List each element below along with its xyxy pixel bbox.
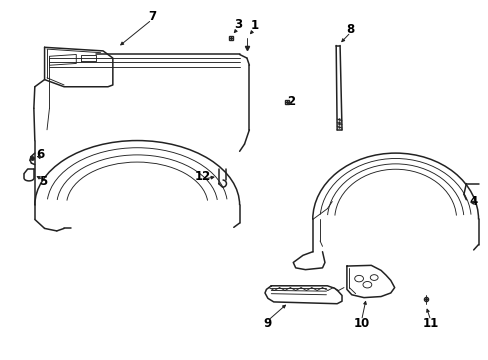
Text: 1: 1	[250, 19, 258, 32]
Text: 2: 2	[286, 95, 294, 108]
Text: 3: 3	[234, 18, 242, 31]
Text: 11: 11	[422, 317, 438, 330]
Text: 4: 4	[468, 195, 477, 208]
Text: 9: 9	[263, 317, 271, 330]
Text: 5: 5	[40, 175, 48, 188]
Text: 10: 10	[353, 317, 369, 330]
Text: 7: 7	[147, 10, 156, 23]
Text: 6: 6	[37, 148, 45, 161]
Text: 12: 12	[195, 170, 211, 183]
Text: 8: 8	[346, 23, 354, 36]
